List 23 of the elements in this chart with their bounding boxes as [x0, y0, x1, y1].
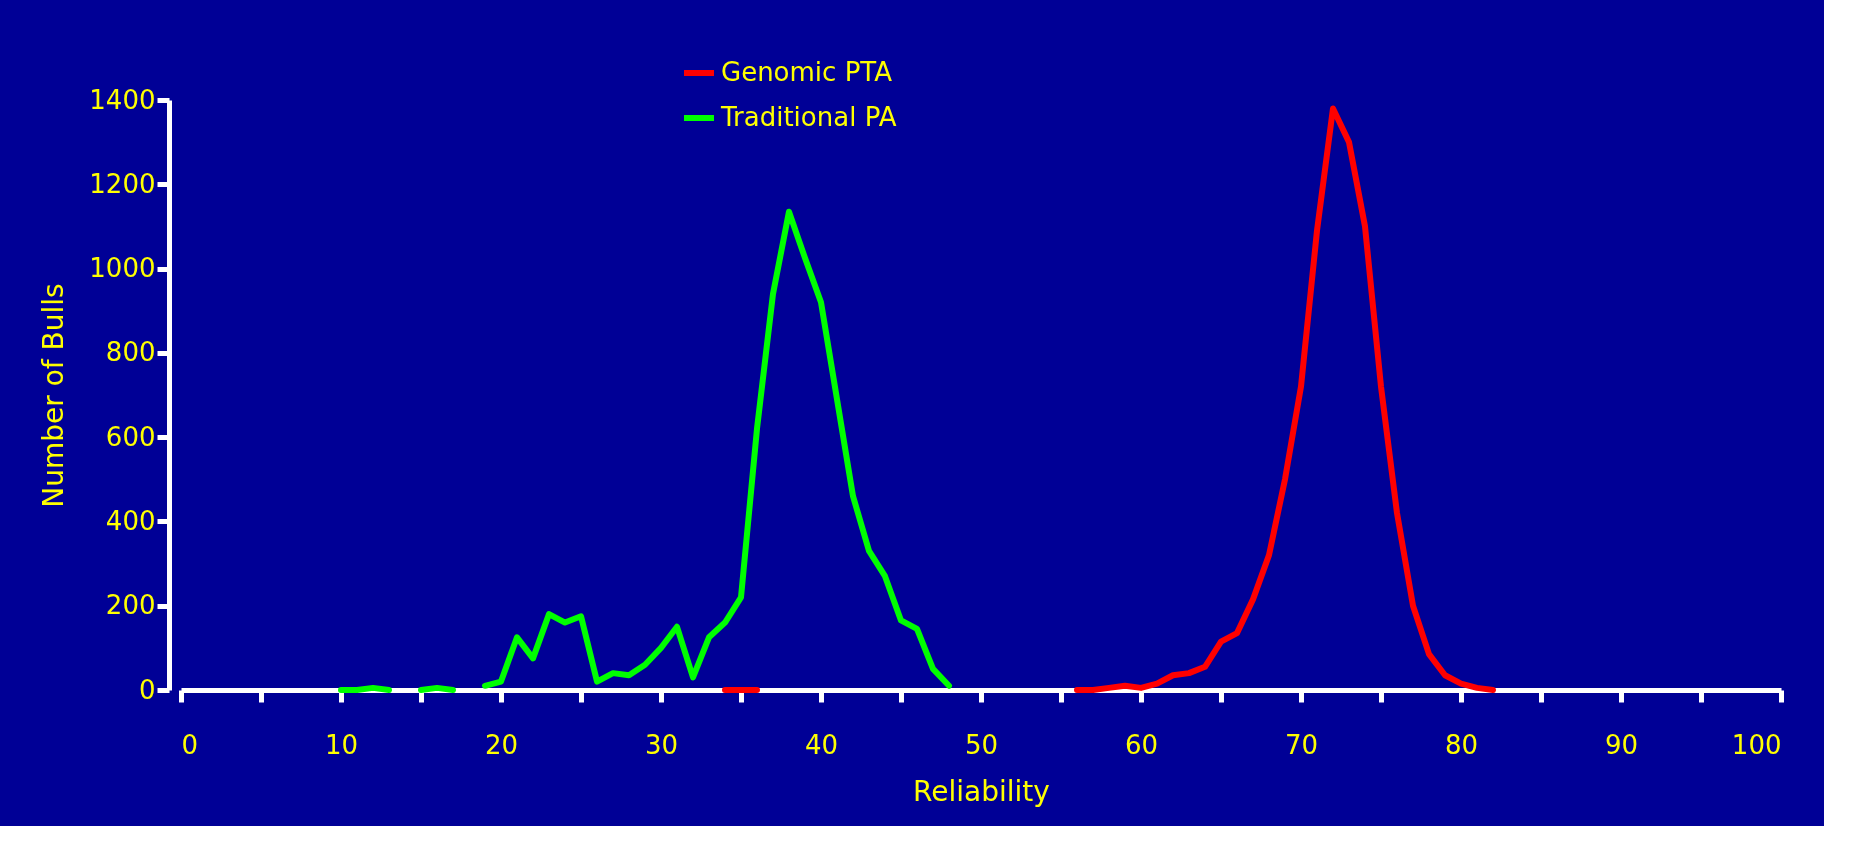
x-tick-label: 40 — [804, 729, 839, 760]
y-tick-label: 1000 — [89, 253, 156, 284]
y-tick-label: 0 — [138, 674, 156, 705]
x-tick-label: 0 — [181, 729, 199, 760]
x-tick-label: 100 — [1731, 729, 1782, 760]
y-tick-label: 1400 — [89, 84, 156, 115]
y-tick-label: 1200 — [89, 168, 156, 199]
y-tick-label: 800 — [105, 337, 156, 368]
y-tick-label: 600 — [105, 421, 156, 452]
x-tick-label: 10 — [324, 729, 359, 760]
x-axis-title: Reliability — [913, 774, 1050, 808]
x-tick-label: 90 — [1604, 729, 1639, 760]
x-tick-label: 60 — [1124, 729, 1159, 760]
legend-label: Genomic PTA — [721, 57, 893, 87]
x-tick-label: 50 — [964, 729, 999, 760]
x-tick-label: 20 — [484, 729, 519, 760]
y-axis-title: Number of Bulls — [37, 283, 71, 508]
legend-label: Traditional PA — [720, 102, 897, 132]
x-tick-label: 70 — [1284, 729, 1319, 760]
y-tick-label: 200 — [105, 590, 156, 621]
x-tick-label: 30 — [644, 729, 679, 760]
x-tick-label: 80 — [1444, 729, 1479, 760]
y-tick-label: 400 — [105, 505, 156, 536]
